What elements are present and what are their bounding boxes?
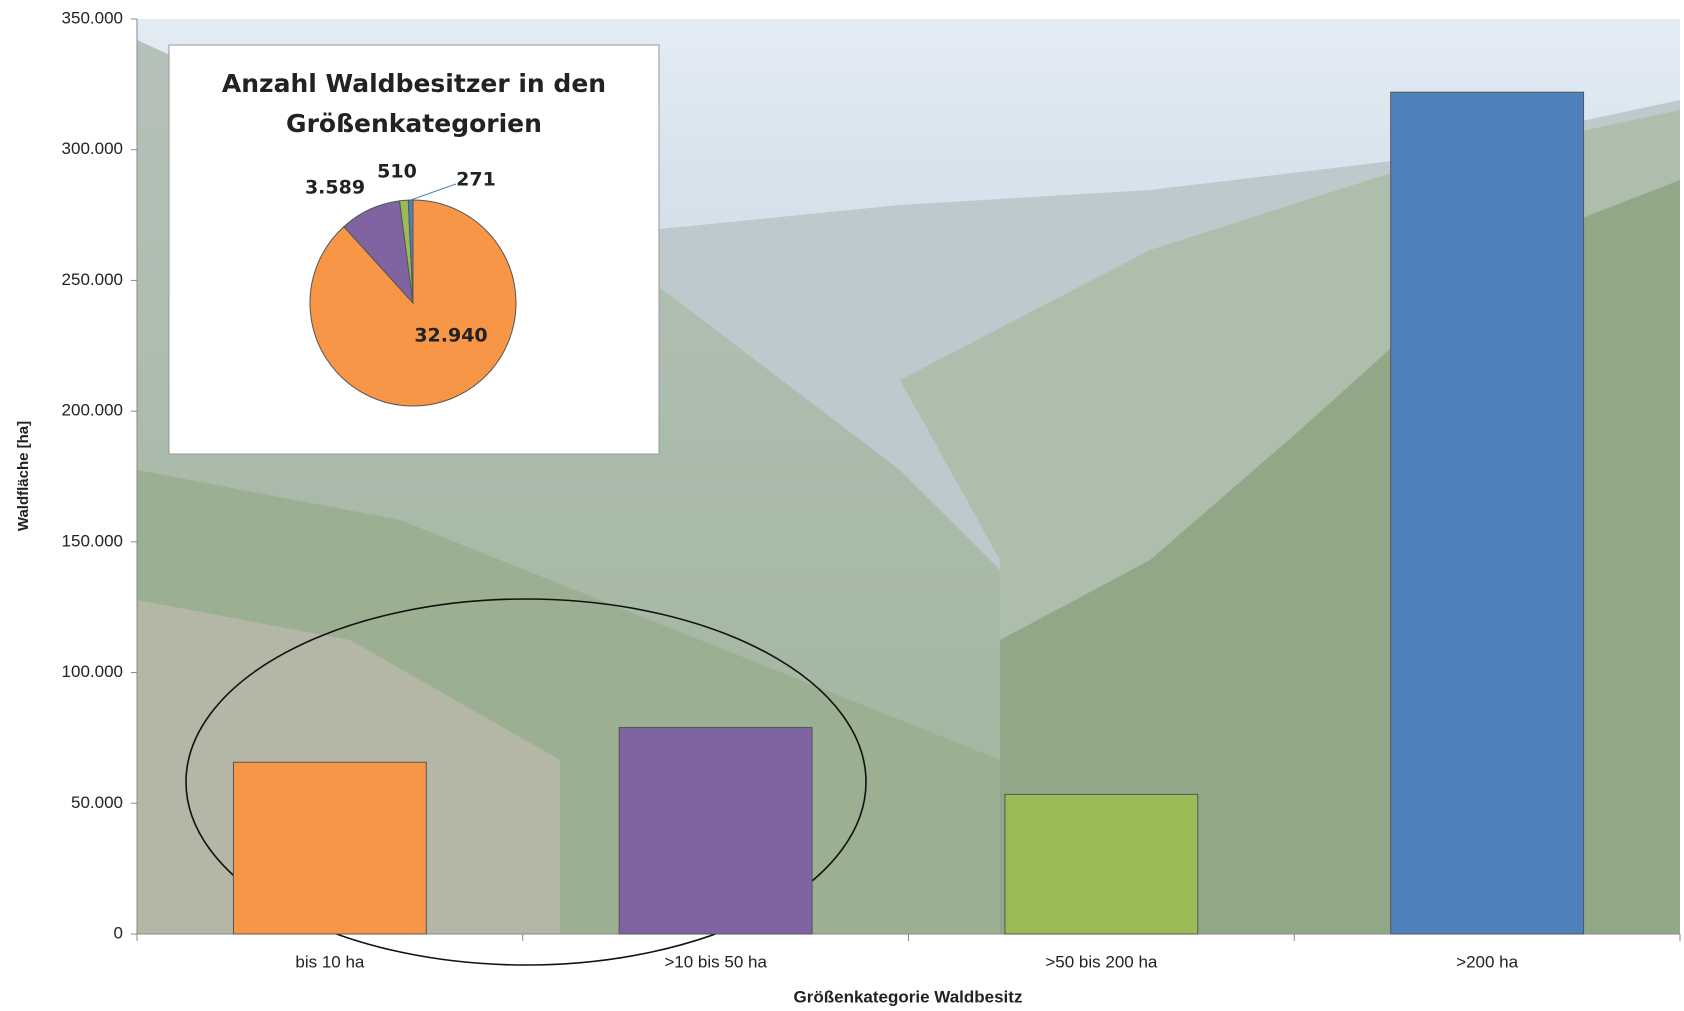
pie-slice bbox=[309, 199, 517, 407]
y-tick-label: 300.000 bbox=[62, 139, 123, 158]
y-tick-label: 0 bbox=[114, 923, 123, 942]
bar bbox=[232, 761, 427, 935]
x-tick-label: >200 ha bbox=[1456, 952, 1518, 971]
y-tick-label: 50.000 bbox=[71, 793, 123, 812]
y-axis-label: Waldfläche [ha] bbox=[15, 421, 32, 531]
y-tick-label: 100.000 bbox=[62, 662, 123, 681]
pie-value-label: 510 bbox=[377, 161, 417, 183]
pie-leader-line bbox=[410, 183, 457, 201]
pie-inset: 32.940 3.589 510 271 bbox=[168, 44, 660, 455]
x-axis-label: Größenkategorie Waldbesitz bbox=[794, 987, 1023, 1006]
y-tick-label: 200.000 bbox=[62, 401, 123, 420]
x-tick-label: >10 bis 50 ha bbox=[664, 952, 767, 971]
pie-value-label: 32.940 bbox=[414, 325, 487, 347]
pie-value-label: 271 bbox=[456, 169, 496, 191]
x-tick-label: >50 bis 200 ha bbox=[1045, 952, 1158, 971]
y-tick-label: 350.000 bbox=[62, 8, 123, 27]
bar bbox=[618, 726, 813, 935]
pie-title: Anzahl Waldbesitzer in den Größenkategor… bbox=[169, 64, 659, 144]
pie-title-text: Anzahl Waldbesitzer in den Größenkategor… bbox=[221, 69, 607, 138]
y-tick-label: 150.000 bbox=[62, 531, 123, 550]
x-tick-label: bis 10 ha bbox=[295, 952, 365, 971]
pie-value-label: 3.589 bbox=[305, 177, 365, 199]
bar bbox=[1390, 91, 1585, 935]
bar bbox=[1004, 793, 1199, 935]
y-tick-label: 250.000 bbox=[62, 270, 123, 289]
annotation-ellipse bbox=[185, 598, 867, 966]
